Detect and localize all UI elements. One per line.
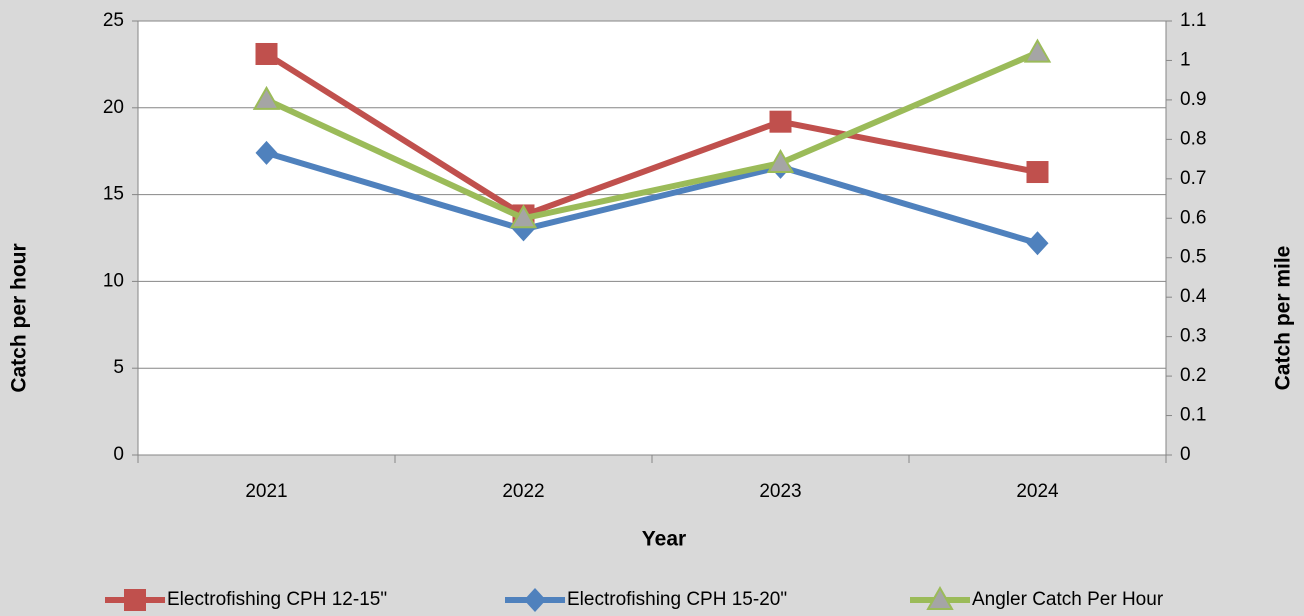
y2-axis-title: Catch per mile	[1272, 246, 1295, 391]
legend-marker	[926, 585, 954, 610]
series-marker	[509, 204, 538, 229]
x-tick-label: 2021	[245, 481, 287, 502]
y2-tick-label: 0.3	[1180, 326, 1206, 347]
legend-marker	[524, 588, 546, 612]
y-tick-label: 20	[103, 97, 124, 118]
y2-tick-label: 0.5	[1180, 247, 1206, 268]
y-tick-label: 5	[113, 357, 124, 378]
y2-tick-label: 0.8	[1180, 128, 1206, 149]
series-marker	[766, 149, 795, 174]
series-line	[264, 51, 1039, 219]
y-axis-title: Catch per hour	[8, 243, 31, 392]
y2-tick-label: 0.4	[1180, 286, 1207, 307]
y-tick-label: 10	[103, 270, 124, 291]
x-tick-label: 2024	[1016, 481, 1059, 502]
series-marker	[1023, 38, 1052, 63]
legend-label: Electrofishing CPH 12-15"	[167, 589, 387, 610]
series-marker	[1026, 231, 1049, 256]
plot-area	[138, 21, 1166, 455]
legend-marker	[124, 589, 146, 611]
y-tick-label: 25	[103, 10, 124, 31]
series-marker	[252, 85, 281, 110]
y2-tick-label: 0	[1180, 444, 1191, 465]
y2-tick-label: 1	[1180, 49, 1191, 70]
series-marker	[1026, 161, 1049, 184]
x-tick-label: 2022	[502, 481, 544, 502]
x-axis-title: Year	[642, 528, 686, 551]
series-marker	[255, 42, 278, 65]
legend-label: Electrofishing CPH 15-20"	[567, 589, 787, 610]
series-line	[265, 49, 1039, 222]
y2-tick-label: 0.9	[1180, 89, 1206, 110]
y2-tick-label: 0.2	[1180, 365, 1206, 386]
series-marker	[769, 110, 792, 133]
y2-tick-label: 1.1	[1180, 10, 1206, 31]
series-line	[265, 150, 1039, 247]
legend-label: Angler Catch Per Hour	[972, 589, 1164, 610]
y2-tick-label: 0.1	[1180, 405, 1206, 426]
x-tick-label: 2023	[759, 481, 801, 502]
y-tick-label: 15	[103, 184, 124, 205]
y2-tick-label: 0.6	[1180, 207, 1206, 228]
y-tick-label: 0	[113, 444, 124, 465]
y2-tick-label: 0.7	[1180, 168, 1206, 189]
series-marker	[255, 140, 278, 165]
